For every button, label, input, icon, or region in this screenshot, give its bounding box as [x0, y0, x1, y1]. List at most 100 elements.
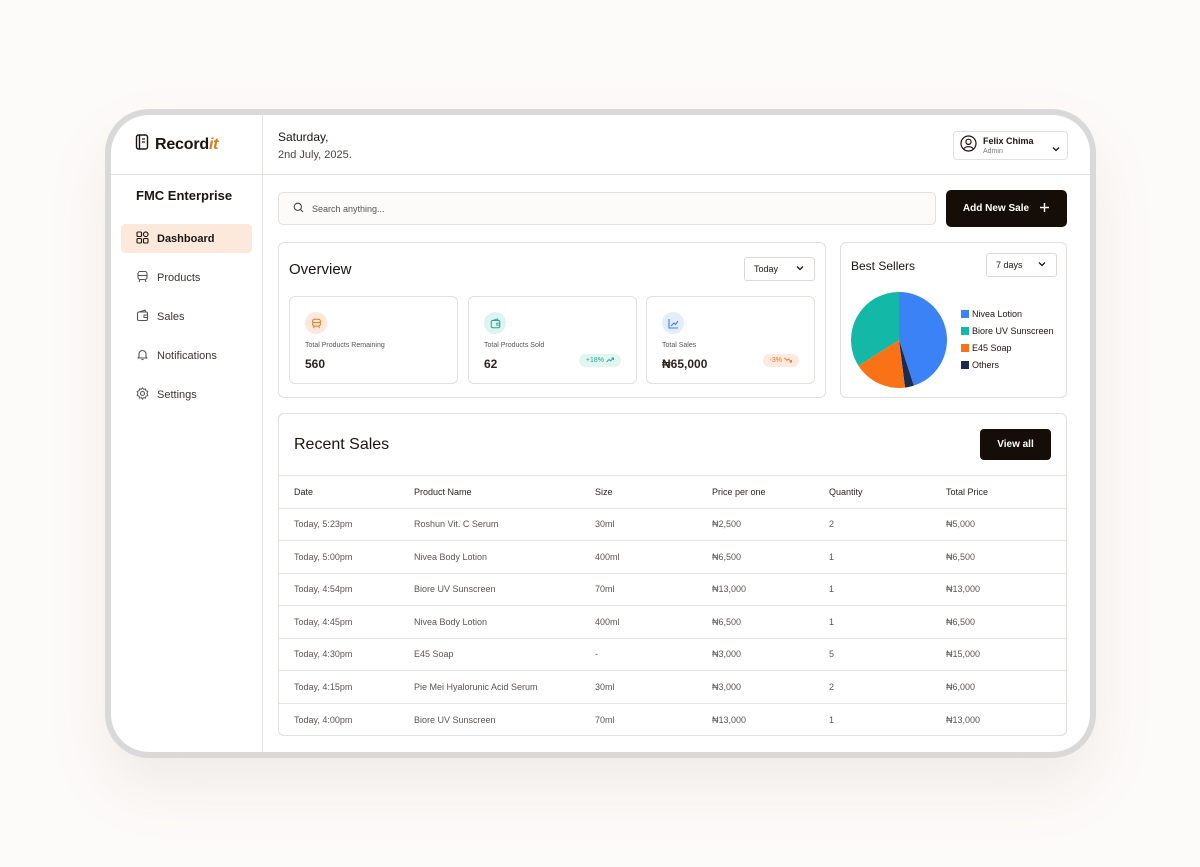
- table-row[interactable]: Today, 4:45pm Nivea Body Lotion 400ml ₦6,50…: [279, 605, 1066, 638]
- trend-down-icon: [784, 357, 792, 365]
- table-body: Today, 5:23pm Roshun Vit. C Serum 30ml ₦2,5…: [279, 507, 1066, 735]
- sidebar-item-label: Settings: [157, 388, 197, 401]
- table-row[interactable]: Today, 5:00pm Nivea Body Lotion 400ml ₦6,50…: [279, 540, 1066, 573]
- table-cell: E45 Soap: [414, 637, 595, 671]
- table-cell: 2: [829, 670, 946, 703]
- column-header[interactable]: Price per one: [712, 475, 829, 508]
- current-date: 2nd July, 2025.: [278, 149, 352, 161]
- overview-title: Overview: [289, 261, 352, 278]
- table-cell: Biore UV Sunscreen: [414, 702, 595, 735]
- top-bar: Saturday, 2nd July, 2025. Felix Chima Ad…: [263, 115, 1090, 175]
- table-cell: 70ml: [595, 702, 712, 735]
- column-header[interactable]: Quantity: [829, 475, 946, 508]
- table-cell: ₦3,000: [712, 637, 829, 671]
- table-cell: Today, 4:00pm: [279, 702, 414, 735]
- table-cell: ₦3,000: [712, 670, 829, 703]
- stat-label: Total Sales: [662, 342, 697, 349]
- pie-slice-e45-soap: [858, 340, 906, 388]
- logo[interactable]: Recordit: [111, 115, 262, 175]
- view-all-button[interactable]: View all: [980, 429, 1051, 460]
- sidebar-item-dashboard[interactable]: Dashboard: [121, 224, 252, 253]
- legend-swatch: [961, 343, 969, 352]
- best-sellers-pie-chart: [851, 292, 947, 388]
- notebook-icon: [135, 134, 149, 155]
- table-cell: Today, 4:15pm: [279, 670, 414, 703]
- table-cell: 1: [829, 702, 946, 735]
- app-screen: Recordit FMC Enterprise Dashboard Produc…: [111, 115, 1090, 752]
- sidebar-nav: Dashboard Products Sales Notifications S…: [111, 224, 262, 409]
- table-cell: Pie Mei Hyalorunic Acid Serum: [414, 670, 595, 703]
- table-cell: ₦6,500: [712, 605, 829, 638]
- table-cell: Nivea Body Lotion: [414, 540, 595, 573]
- table-cell: -: [595, 637, 712, 671]
- table-cell: Today, 4:30pm: [279, 637, 414, 671]
- recent-sales-card: Recent Sales View all Date Product Name Si…: [278, 413, 1067, 736]
- legend-label: E45 Soap: [972, 342, 1012, 353]
- table-cell: ₦13,000: [946, 702, 1066, 735]
- products-icon: [136, 270, 149, 286]
- pie-slice-nivea-lotion: [899, 292, 947, 386]
- table-row[interactable]: Today, 4:30pm E45 Soap - ₦3,000 5 ₦15,000: [279, 637, 1066, 671]
- gear-icon: [136, 386, 149, 403]
- table-cell: Today, 5:23pm: [279, 507, 414, 541]
- chevron-down-icon: [1037, 259, 1047, 271]
- legend-label: Others: [972, 359, 1000, 370]
- column-header[interactable]: Total Price: [946, 475, 1066, 508]
- best-sellers-title: Best Sellers: [851, 259, 916, 273]
- table-cell: ₦6,500: [946, 540, 1066, 573]
- period-value: 7 days: [996, 260, 1023, 270]
- recent-sales-table: Date Product Name Size Price per one Quantit…: [279, 475, 1066, 735]
- user-menu[interactable]: Felix Chima Admin: [953, 131, 1068, 160]
- table-cell: ₦13,000: [712, 572, 829, 606]
- table-cell: ₦6,000: [946, 670, 1066, 703]
- pie-legend: Nivea Lotion Biore UV Sunscreen E45 Soap Ot…: [961, 308, 1054, 376]
- table-cell: 5: [829, 637, 946, 671]
- pie-slice-biore-uv-sunscreen: [851, 292, 899, 366]
- sidebar-item-notifications[interactable]: Notifications: [121, 341, 252, 370]
- table-cell: ₦15,000: [946, 637, 1066, 671]
- table-row[interactable]: Today, 4:15pm Pie Mei Hyalorunic Acid Ser…: [279, 670, 1066, 703]
- table-row[interactable]: Today, 4:54pm Biore UV Sunscreen 70ml ₦13,0…: [279, 572, 1066, 606]
- table-cell: ₦13,000: [712, 702, 829, 735]
- overview-period-select[interactable]: Today: [744, 257, 815, 281]
- table-row[interactable]: Today, 5:23pm Roshun Vit. C Serum 30ml ₦2,5…: [279, 507, 1066, 541]
- table-cell: ₦2,500: [712, 507, 829, 541]
- search-input[interactable]: [312, 203, 872, 214]
- table-cell: Biore UV Sunscreen: [414, 572, 595, 606]
- stat-card-products-sold: Total Products Sold 62 +18%: [468, 296, 637, 384]
- recent-sales-title: Recent Sales: [294, 436, 390, 453]
- table-cell: Today, 4:45pm: [279, 605, 414, 638]
- company-name: FMC Enterprise: [136, 188, 233, 203]
- sidebar-item-settings[interactable]: Settings: [121, 380, 252, 409]
- column-header[interactable]: Product Name: [414, 475, 595, 508]
- best-sellers-period-select[interactable]: 7 days: [986, 253, 1057, 277]
- table-cell: 30ml: [595, 507, 712, 541]
- table-cell: 2: [829, 507, 946, 541]
- sidebar-item-sales[interactable]: Sales: [121, 302, 252, 331]
- plus-icon: [1039, 202, 1050, 216]
- badge-text: -3%: [769, 357, 782, 364]
- table-row[interactable]: Today, 4:00pm Biore UV Sunscreen 70ml ₦13,0…: [279, 702, 1066, 735]
- chart-up-icon: [662, 312, 684, 334]
- sidebar: Recordit FMC Enterprise Dashboard Produc…: [111, 115, 263, 752]
- legend-item: E45 Soap: [961, 342, 1054, 353]
- table-cell: 1: [829, 540, 946, 573]
- column-header[interactable]: Date: [279, 475, 414, 508]
- table-cell: 400ml: [595, 540, 712, 573]
- table-cell: ₦6,500: [712, 540, 829, 573]
- sidebar-item-products[interactable]: Products: [121, 263, 252, 292]
- legend-item: Biore UV Sunscreen: [961, 325, 1054, 336]
- current-day: Saturday,: [278, 130, 329, 144]
- badge-text: +18%: [585, 357, 604, 364]
- table-cell: Today, 4:54pm: [279, 572, 414, 606]
- table-cell: Today, 5:00pm: [279, 540, 414, 573]
- stat-label: Total Products Sold: [484, 342, 545, 349]
- legend-label: Nivea Lotion: [972, 308, 1023, 319]
- add-new-sale-button[interactable]: Add New Sale: [946, 190, 1067, 227]
- table-header-row: Date Product Name Size Price per one Quantit…: [279, 475, 1066, 508]
- column-header[interactable]: Size: [595, 475, 712, 508]
- sidebar-item-label: Notifications: [157, 349, 217, 362]
- sidebar-item-label: Sales: [157, 310, 185, 323]
- user-role: Admin: [983, 148, 1003, 155]
- bell-icon: [136, 348, 149, 364]
